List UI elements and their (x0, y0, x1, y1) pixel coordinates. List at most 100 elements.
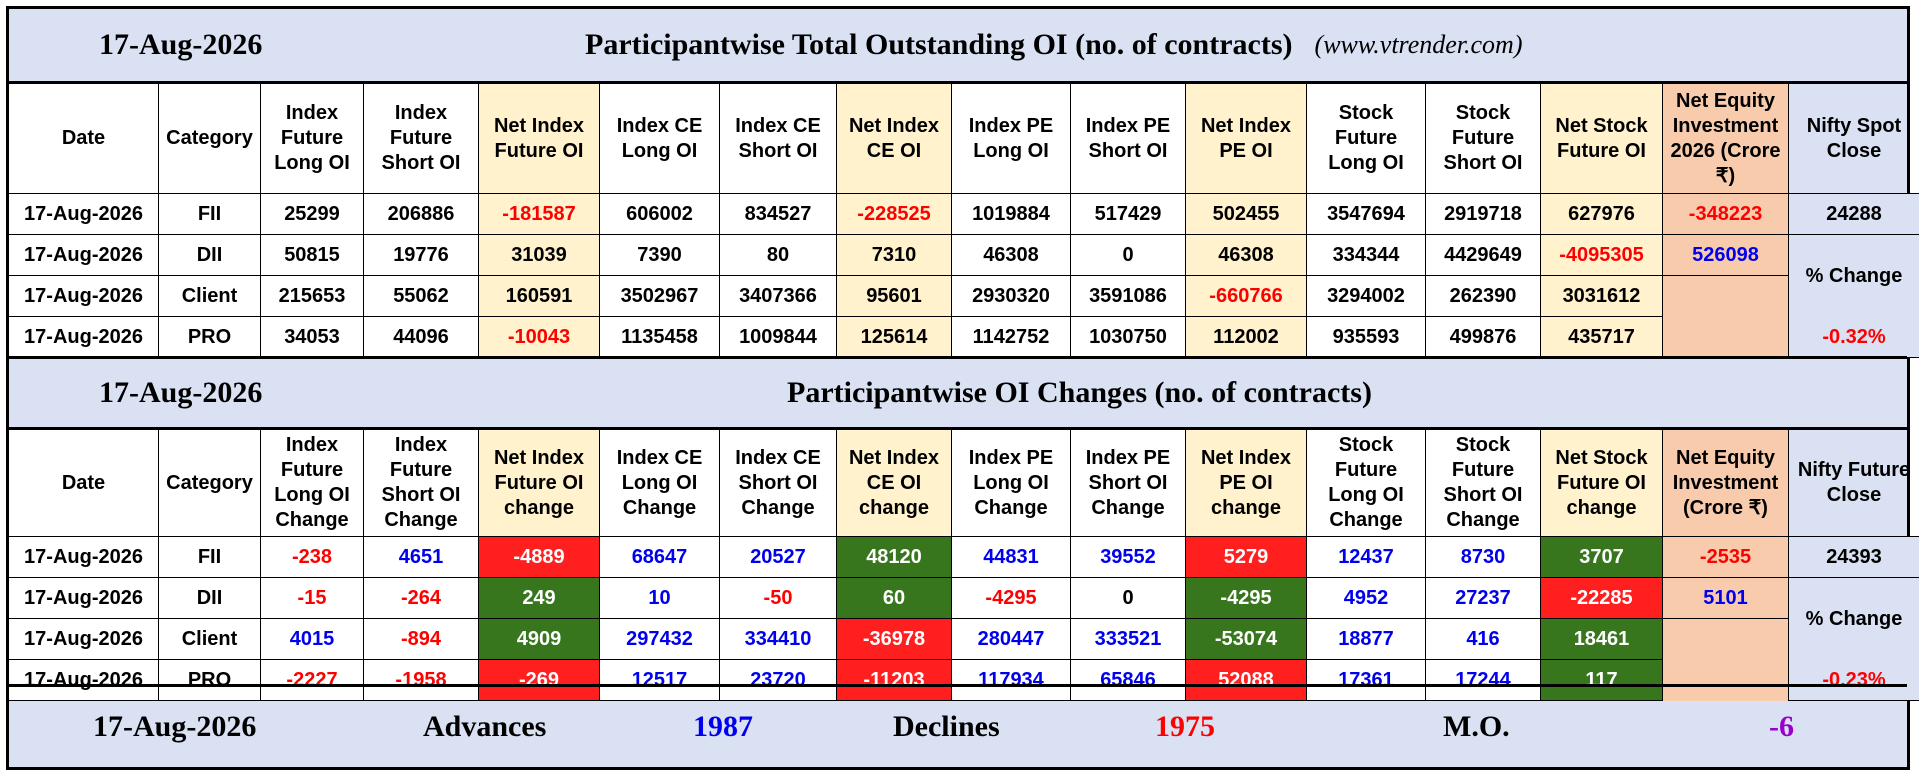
table-cell (1663, 660, 1789, 701)
section1-col-header: Stock Future Short OI (1426, 84, 1541, 194)
table-cell: 416 (1426, 619, 1541, 660)
table-cell: 12437 (1307, 537, 1426, 578)
section2-col-header: Index PE Short OI Change (1071, 430, 1186, 537)
section1-body: 17-Aug-2026 FII 25299 206886 -181587 606002 83… (9, 194, 1919, 358)
table-cell: 112002 (1186, 317, 1307, 358)
table-cell (1663, 317, 1789, 358)
table-cell: 3547694 (1307, 194, 1426, 235)
table-cell: 3591086 (1071, 276, 1186, 317)
section1-col-header: Category (159, 84, 261, 194)
section2-col-header: Index Future Short OI Change (364, 430, 479, 537)
section1-title-wrap: Participantwise Total Outstanding OI (no… (585, 9, 1523, 81)
section2-col-header: Net Index Future OI change (479, 430, 600, 537)
section1-col-header: Net Equity Investment 2026 (Crore ₹) (1663, 84, 1789, 194)
table-cell: 2930320 (952, 276, 1071, 317)
section1-date: 17-Aug-2026 (99, 28, 263, 61)
section2-pct-label: % Change (1789, 578, 1919, 660)
table-cell: 17-Aug-2026 (9, 619, 159, 660)
table-cell: 31039 (479, 235, 600, 276)
section2-col-header: Index CE Long OI Change (600, 430, 720, 537)
table-cell: DII (159, 235, 261, 276)
section1-col-header: Net Stock Future OI (1541, 84, 1663, 194)
table-cell: 17-Aug-2026 (9, 276, 159, 317)
section2-col-header: Category (159, 430, 261, 537)
table-cell: 7390 (600, 235, 720, 276)
section1-title: Participantwise Total Outstanding OI (no… (585, 28, 1293, 61)
section2-title-bar: 17-Aug-2026 Participantwise OI Changes (… (9, 356, 1907, 430)
table-cell: 935593 (1307, 317, 1426, 358)
market-breadth-footer: 17-Aug-2026 Advances 1987 Declines 1975 … (9, 684, 1907, 767)
table-cell: -348223 (1663, 194, 1789, 235)
table-cell: 333521 (1071, 619, 1186, 660)
table-cell: -4889 (479, 537, 600, 578)
table-cell: 8730 (1426, 537, 1541, 578)
table-cell: -2535 (1663, 537, 1789, 578)
table-cell: 10 (600, 578, 720, 619)
section2-col-header: Net Stock Future OI change (1541, 430, 1663, 537)
section1-header-row: Date Category Index Future Long OI Index Fu… (9, 84, 1919, 194)
table-cell: 19776 (364, 235, 479, 276)
table-cell: 68647 (600, 537, 720, 578)
table-cell: 262390 (1426, 276, 1541, 317)
advances-value: 1987 (693, 710, 753, 743)
table-cell: 3294002 (1307, 276, 1426, 317)
table-cell: 627976 (1541, 194, 1663, 235)
section1-col-header: Net Index CE OI (837, 84, 952, 194)
table-cell: 3407366 (720, 276, 837, 317)
section1-site: (www.vtrender.com) (1314, 30, 1523, 59)
table-cell: 44831 (952, 537, 1071, 578)
table-cell: 606002 (600, 194, 720, 235)
table-cell: 1030750 (1071, 317, 1186, 358)
table-cell: 27237 (1426, 578, 1541, 619)
table-cell: 7310 (837, 235, 952, 276)
table-cell: 80 (720, 235, 837, 276)
section1-col-header: Stock Future Long OI (1307, 84, 1426, 194)
table-cell: 4015 (261, 619, 364, 660)
table-cell: 0 (1071, 578, 1186, 619)
table-cell: 23720 (720, 660, 837, 701)
section2-col-header: Stock Future Short OI Change (1426, 430, 1541, 537)
table-cell: -4095305 (1541, 235, 1663, 276)
section2-col-header: Net Index CE OI change (837, 430, 952, 537)
table-cell: Client (159, 619, 261, 660)
section2-col-header: Date (9, 430, 159, 537)
table-cell: -50 (720, 578, 837, 619)
table-cell: 1142752 (952, 317, 1071, 358)
table-cell: DII (159, 578, 261, 619)
table-cell: 1019884 (952, 194, 1071, 235)
footer-date: 17-Aug-2026 (93, 710, 257, 743)
table-cell: -264 (364, 578, 479, 619)
section2-date: 17-Aug-2026 (99, 376, 263, 409)
table-cell: 3502967 (600, 276, 720, 317)
table-cell: 5279 (1186, 537, 1307, 578)
table-cell: -10043 (479, 317, 600, 358)
section1-col-header: Date (9, 84, 159, 194)
section2-col-header: Net Index PE OI change (1186, 430, 1307, 537)
table-cell: -228525 (837, 194, 952, 235)
table-cell: 12517 (600, 660, 720, 701)
table-cell: 160591 (479, 276, 600, 317)
table-cell: 17-Aug-2026 (9, 235, 159, 276)
table-cell: 48120 (837, 537, 952, 578)
table-cell: -269 (479, 660, 600, 701)
table-cell: -15 (261, 578, 364, 619)
table-cell: 2919718 (1426, 194, 1541, 235)
table-cell: 0 (1071, 235, 1186, 276)
table-cell: 5101 (1663, 578, 1789, 619)
table-cell: 46308 (1186, 235, 1307, 276)
oi-report-frame: 17-Aug-2026 Participantwise Total Outsta… (6, 6, 1919, 770)
table-cell: PRO (159, 317, 261, 358)
table-cell: 17-Aug-2026 (9, 194, 159, 235)
table-cell: 206886 (364, 194, 479, 235)
table-cell: 1135458 (600, 317, 720, 358)
section2-header-row: Date Category Index Future Long OI Change I… (9, 430, 1919, 537)
section1-pct-value: -0.32% (1789, 317, 1919, 358)
table-cell: -238 (261, 537, 364, 578)
table-cell: 334344 (1307, 235, 1426, 276)
table-cell: 125614 (837, 317, 952, 358)
table-cell (1663, 619, 1789, 660)
table-cell: -4295 (952, 578, 1071, 619)
section1-col-header: Index PE Long OI (952, 84, 1071, 194)
mo-label: M.O. (1443, 710, 1510, 743)
table-cell: 18877 (1307, 619, 1426, 660)
